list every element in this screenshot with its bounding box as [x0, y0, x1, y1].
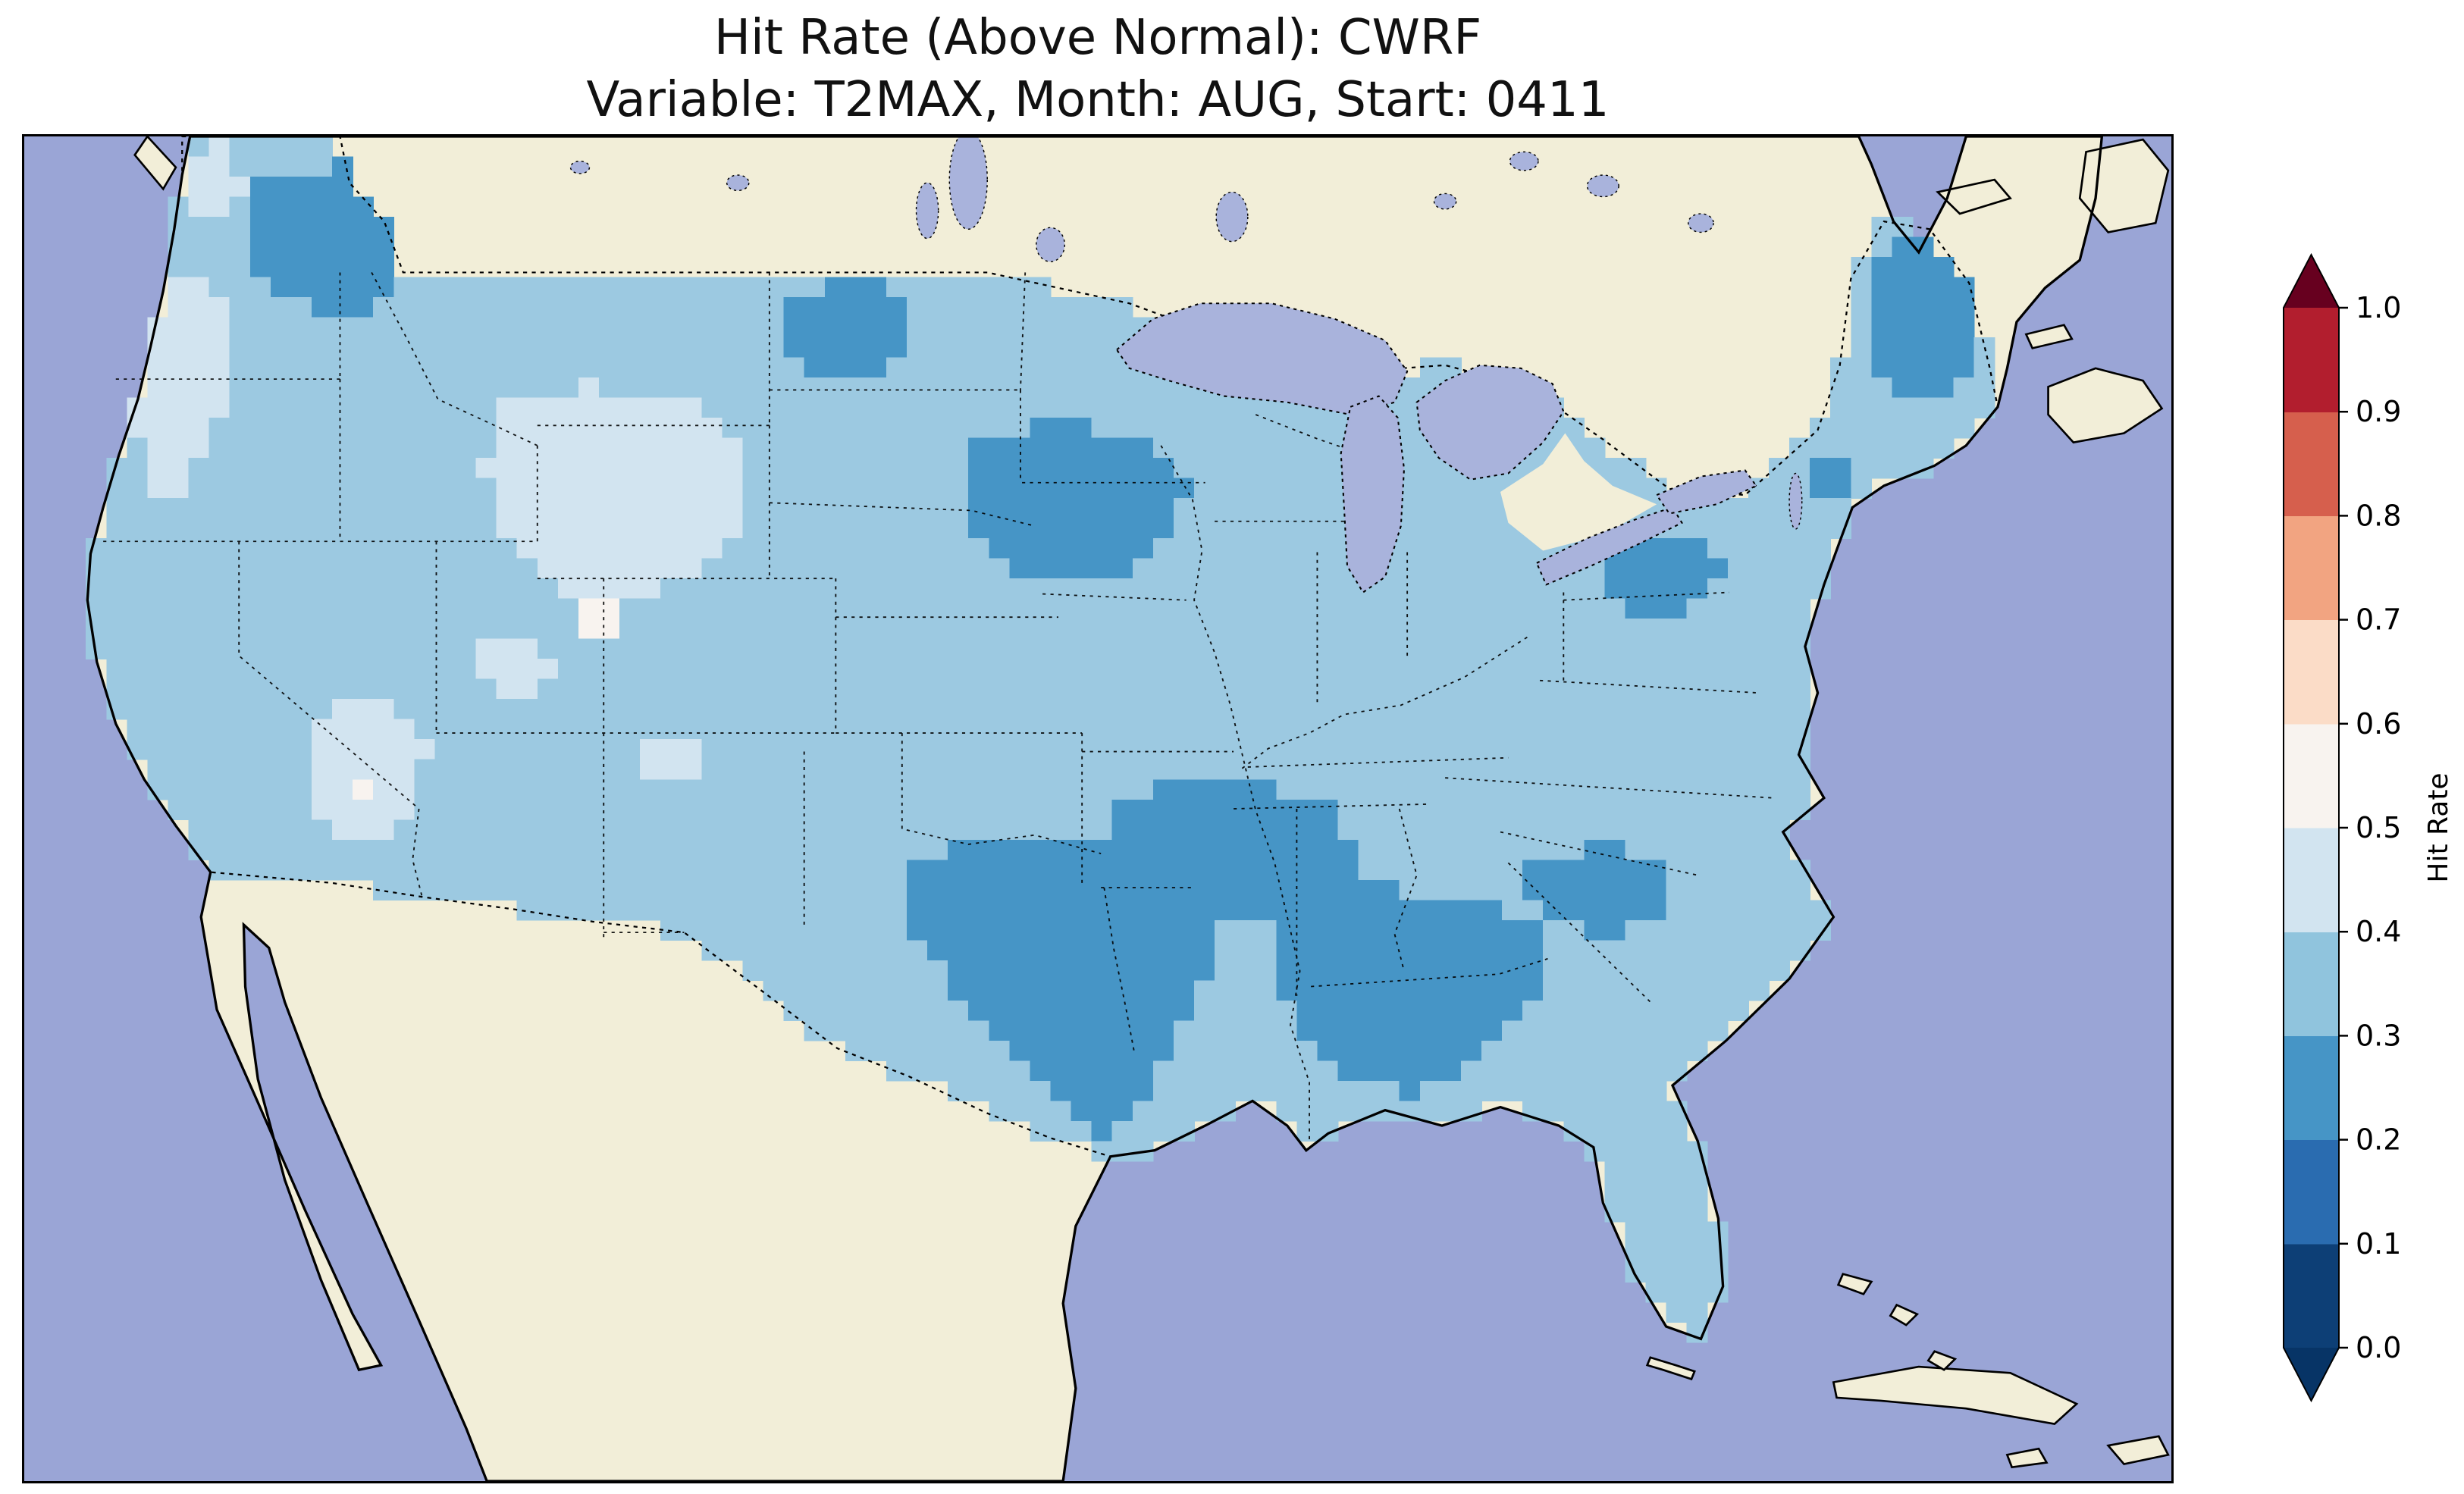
nova-scotia-island [2047, 367, 2164, 444]
colorbar-over-arrow [2284, 255, 2339, 308]
lake-michigan [1340, 395, 1406, 594]
map-panel [22, 134, 2174, 1483]
bahamas-3-island [1926, 1350, 1958, 1371]
hispaniola-island [2106, 1435, 2170, 1466]
florida-keys-island [1645, 1356, 1696, 1381]
colorbar-under-arrow [2284, 1348, 2339, 1401]
colorbar-tick-label: 0.5 [2356, 811, 2401, 844]
us-hit-rate-map [24, 136, 2171, 1481]
small-lakes [569, 136, 1803, 530]
cuba-island [1832, 1365, 2079, 1425]
colorbar-tick-label: 0.8 [2356, 499, 2401, 532]
jamaica-island [2005, 1447, 2049, 1469]
state-borders [103, 272, 1774, 1142]
bahamas-2-island [1889, 1303, 1920, 1326]
colorbar-segments [2284, 308, 2339, 1348]
lake-ontario [1655, 469, 1757, 515]
colorbar-tick-label: 0.1 [2356, 1227, 2401, 1261]
islands [133, 136, 2170, 1469]
colorbar-scale: 0.0 0.1 0.2 0.3 0.4 0.5 0.6 0.7 0.8 0.9 1.0 Hit Rat… [2283, 252, 2454, 1403]
lake-huron [1415, 364, 1565, 481]
bahamas-1-island [1836, 1273, 1873, 1295]
colorbar-tick-label: 0.0 [2356, 1331, 2401, 1364]
great-lakes [1115, 302, 1757, 594]
colorbar-tick-label: 0.4 [2356, 915, 2401, 948]
canada-overlays [1500, 433, 1657, 551]
vancouver-island-island [133, 136, 177, 191]
coastline [86, 136, 2104, 1481]
southern-ontario-peninsula [1500, 433, 1657, 551]
prince-edward-island-island [2024, 324, 2074, 349]
colorbar-tick-label: 1.0 [2356, 291, 2401, 324]
newfoundland-island [2078, 138, 2170, 233]
lake-superior [1115, 302, 1409, 416]
figure-title-line1: Hit Rate (Above Normal): CWRF [713, 10, 1482, 66]
colorbar-tick-label: 0.3 [2356, 1019, 2401, 1052]
colorbar-tick-label: 0.9 [2356, 395, 2401, 428]
colorbar-tick-label: 0.7 [2356, 603, 2401, 637]
lake-erie [1535, 506, 1683, 586]
colorbar-axis-label: Hit Rate [2423, 772, 2454, 882]
colorbar-tick-label: 0.2 [2356, 1123, 2401, 1157]
colorbar-ticks: 0.0 0.1 0.2 0.3 0.4 0.5 0.6 0.7 0.8 0.9 1.0 [2339, 291, 2401, 1364]
figure-title: Hit Rate (Above Normal): CWRF Variable: … [22, 8, 2174, 132]
colorbar-tick-label: 0.6 [2356, 707, 2401, 741]
figure-title-line2: Variable: T2MAX, Month: AUG, Start: 0411 [586, 71, 1610, 128]
colorbar: 0.0 0.1 0.2 0.3 0.4 0.5 0.6 0.7 0.8 0.9 1.0 Hit Rat… [2274, 250, 2464, 1433]
anticosti-island-island [1936, 178, 2012, 215]
